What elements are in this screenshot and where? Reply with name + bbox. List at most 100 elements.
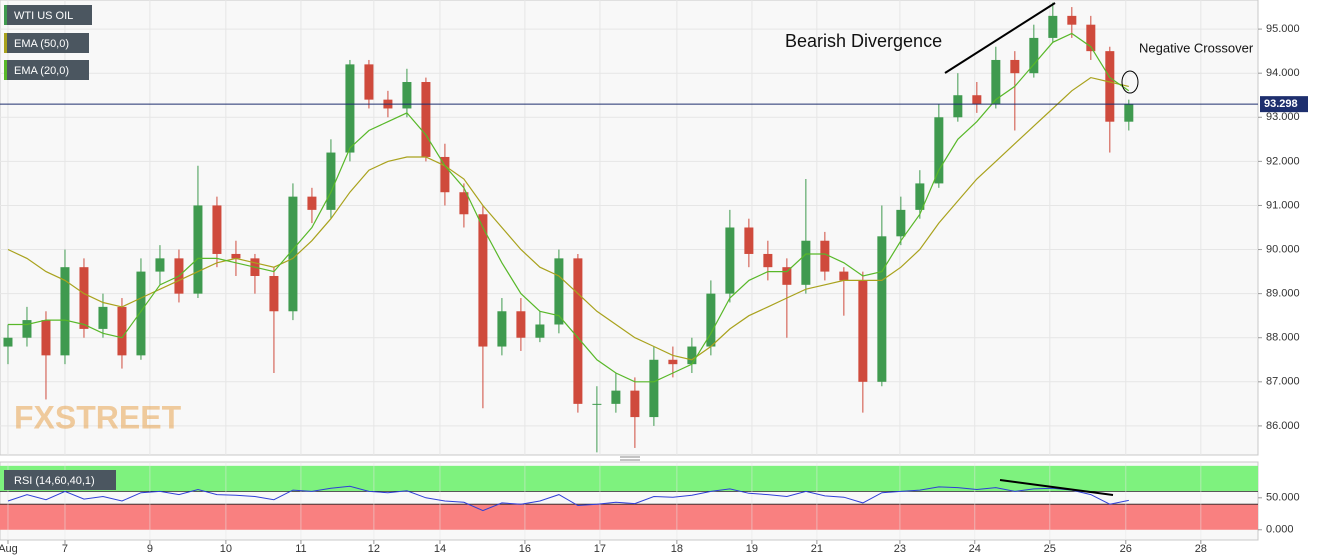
y-tick-label: 91.000 xyxy=(1266,199,1300,211)
rsi-band xyxy=(0,504,1258,530)
x-tick-label: 21 xyxy=(811,543,823,555)
candle-body xyxy=(782,267,792,285)
candle-body xyxy=(1124,104,1134,122)
ema-line xyxy=(7,76,1129,361)
y-tick-label: 94.000 xyxy=(1266,67,1300,79)
candle-body xyxy=(60,267,70,356)
candle-body xyxy=(991,59,1001,105)
y-tick-label: 89.000 xyxy=(1266,288,1300,300)
candle-body xyxy=(364,64,374,100)
candle-body xyxy=(269,275,279,312)
candle-body xyxy=(972,95,982,105)
candle-body xyxy=(497,311,507,347)
x-tick-label: 24 xyxy=(969,543,981,555)
x-tick-label: 14 xyxy=(434,543,446,555)
candle-body xyxy=(820,240,830,272)
candle-body xyxy=(1048,15,1058,38)
x-tick-label: 9 xyxy=(147,543,153,555)
legend-swatch xyxy=(4,60,7,80)
x-tick-label: 12 xyxy=(368,543,380,555)
candle-body xyxy=(41,320,51,356)
legend-box xyxy=(4,5,92,25)
candle-body xyxy=(630,390,640,418)
annotation: Negative Crossover xyxy=(1139,40,1254,55)
y-tick-label: 0.000 xyxy=(1266,524,1294,536)
y-tick-label: 87.000 xyxy=(1266,376,1300,388)
candle-body xyxy=(801,240,811,285)
candle-body xyxy=(79,267,89,329)
y-tick-label: 90.000 xyxy=(1266,243,1300,255)
y-tick-label: 50.000 xyxy=(1266,492,1300,504)
x-tick-label: 25 xyxy=(1044,543,1056,555)
candle-body xyxy=(668,359,678,365)
x-tick-label: Aug xyxy=(0,543,18,555)
candle-body xyxy=(649,359,659,418)
divergence-line xyxy=(944,2,1056,74)
candle-body xyxy=(193,205,203,294)
candle-body xyxy=(554,258,564,325)
x-tick-label: 23 xyxy=(894,543,906,555)
candle-body xyxy=(22,320,32,338)
candle-body xyxy=(345,64,355,153)
x-tick-label: 16 xyxy=(519,543,531,555)
candle-body xyxy=(839,271,849,281)
legend-item: EMA (20,0) xyxy=(4,60,89,80)
candle-body xyxy=(573,258,583,404)
x-tick-label: 7 xyxy=(62,543,68,555)
candle-body xyxy=(592,403,602,405)
last-price-box xyxy=(1260,96,1308,113)
candle-body xyxy=(136,271,146,356)
candle-body xyxy=(440,156,450,193)
candle-body xyxy=(1067,15,1077,25)
candle-body xyxy=(725,227,735,294)
candle-body xyxy=(231,253,241,259)
candle-body xyxy=(288,196,298,312)
candle-body xyxy=(1029,37,1039,74)
x-tick-label: 17 xyxy=(594,543,606,555)
legend-label: EMA (20,0) xyxy=(14,65,69,77)
price-panel xyxy=(0,0,1259,456)
candle-body xyxy=(307,196,317,210)
divergence-line xyxy=(999,479,1114,496)
watermark: FXSTREET xyxy=(14,399,182,435)
candle-body xyxy=(212,205,222,254)
candle-body xyxy=(896,209,906,237)
candle-body xyxy=(1105,51,1115,122)
candle-body xyxy=(155,258,165,272)
annotation: Bearish Divergence xyxy=(785,31,942,51)
candle-body xyxy=(953,95,963,118)
x-tick-label: 28 xyxy=(1195,543,1207,555)
legend-item: EMA (50,0) xyxy=(4,33,89,53)
x-tick-label: 18 xyxy=(671,543,683,555)
candle-body xyxy=(326,152,336,210)
candle-body xyxy=(687,346,697,365)
candle-body xyxy=(877,236,887,382)
candle-body xyxy=(402,82,412,109)
candle-body xyxy=(3,337,13,347)
legend-label: EMA (50,0) xyxy=(14,38,69,50)
candle-body xyxy=(459,192,469,215)
y-tick-label: 93.000 xyxy=(1266,111,1300,123)
last-price-label: 93.298 xyxy=(1264,98,1298,110)
candle-body xyxy=(934,117,944,184)
y-tick-label: 95.000 xyxy=(1266,23,1300,35)
candle-body xyxy=(535,324,545,338)
candle-body xyxy=(516,311,526,338)
candle-body xyxy=(706,293,716,347)
y-tick-label: 86.000 xyxy=(1266,420,1300,432)
candle-body xyxy=(1010,59,1020,74)
candle-body xyxy=(858,280,868,382)
candle-body xyxy=(744,227,754,254)
plot-layer: 86.00087.00088.00089.00090.00091.00092.0… xyxy=(0,0,1308,555)
candle-body xyxy=(1086,24,1096,52)
candle-body xyxy=(915,183,925,210)
legend-box xyxy=(4,60,89,80)
candle-body xyxy=(478,214,488,347)
x-tick-label: 11 xyxy=(295,543,306,555)
y-tick-label: 92.000 xyxy=(1266,155,1300,167)
x-tick-label: 10 xyxy=(220,543,232,555)
candle-body xyxy=(117,306,127,356)
ema-line xyxy=(8,32,1130,383)
